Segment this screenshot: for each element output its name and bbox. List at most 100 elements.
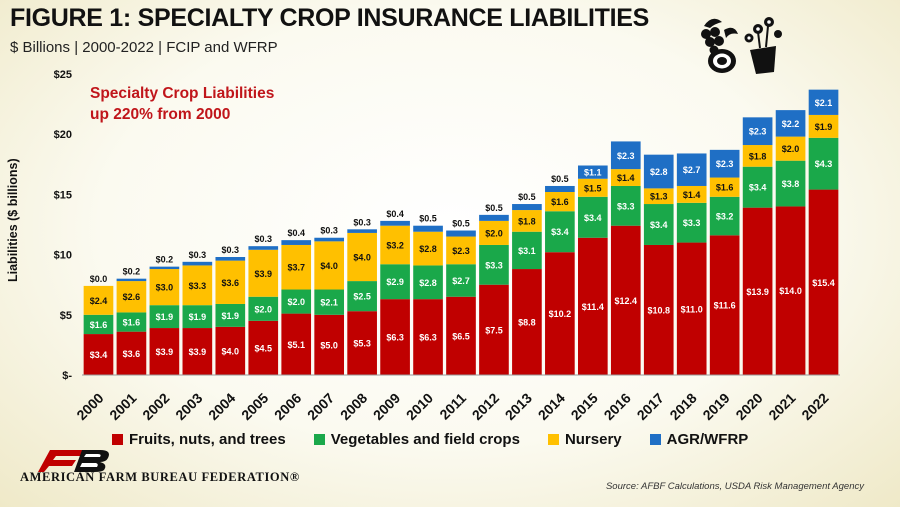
bar-segment [83,285,114,315]
bar-segment [545,252,575,375]
bar-segment [281,313,312,375]
bar-segment [512,204,542,211]
bar-segment [775,206,806,375]
bar-segment [149,269,180,306]
stacked-bar-chart: $- $5 $10 $15 $20 $25 $3.4 $1.6 $2.4 $0.0 2000 $3.6… [54,69,840,423]
data-label: $5.0 [320,340,338,350]
data-label: $1.9 [222,311,240,321]
bar-segment [347,232,377,282]
data-label: $1.9 [815,122,833,132]
bar-segment [347,229,377,233]
x-tick-label: 2018 [666,390,699,423]
afbf-logo [38,450,109,472]
bar-segment [116,278,147,282]
bar-segment [215,303,246,327]
data-label: $6.3 [386,333,404,343]
fruit-vegetable-icon [701,18,738,73]
data-label: $2.3 [716,159,734,169]
data-label: $11.6 [714,301,736,311]
annotation-line-1: Specialty Crop Liabilities [90,85,275,102]
data-label: $2.7 [683,165,701,175]
y-tick-label: $- [62,370,72,382]
data-label: $3.8 [782,179,800,189]
legend-swatch-vegetables [313,434,325,445]
bar-segment [775,160,806,207]
source-note: Source: AFBF Calculations, USDA Risk Man… [605,481,864,492]
afbf-logo-text: AMERICAN FARM BUREAU FEDERATION® [20,470,300,484]
data-label: $3.4 [551,227,569,237]
data-label: $0.5 [551,174,569,184]
x-tick-label: 2016 [601,390,634,423]
x-tick-label: 2020 [732,390,765,423]
bar-segment [808,189,839,375]
legend-label-fruits: Fruits, nuts, and trees [129,431,286,448]
legend-item-agr: AGR/WFRP [649,431,749,448]
chart-title: FIGURE 1: SPECIALTY CROP INSURANCE LIABI… [10,4,650,32]
bar-segment [742,117,773,146]
data-label: $3.9 [189,347,207,357]
data-label: $2.3 [749,127,767,137]
bar-segment [83,334,114,375]
bar-segment [215,257,246,261]
bar-segment [742,166,773,208]
bar-segment [413,299,443,375]
potted-flower-icon [744,17,782,74]
data-label: $2.9 [386,277,404,287]
bar-segment [676,153,707,186]
data-label: $2.5 [353,292,371,302]
bar-segment [709,196,740,236]
data-label: $0.3 [320,226,338,236]
y-tick-label: $25 [54,69,72,81]
data-label: $2.4 [90,296,108,306]
bar-segment [709,149,740,178]
data-label: $3.4 [584,213,602,223]
data-label: $1.8 [518,216,536,226]
data-label: $5.3 [353,339,371,349]
bar-segment [215,260,246,304]
bar-segment [479,284,509,375]
y-tick-label: $20 [54,129,72,141]
data-label: $3.6 [123,349,141,359]
x-tick-label: 2012 [469,390,502,423]
data-label: $14.0 [779,286,802,296]
bar-segment [577,196,608,238]
bar-segment [709,177,740,197]
bar-segment [314,289,345,315]
bar-segment [380,220,410,226]
data-label: $3.2 [386,240,404,250]
bar-segment [215,326,246,375]
bar-segment [413,231,443,266]
afbf-logo-mark [38,450,109,472]
data-label: $2.7 [452,276,470,286]
bar-segment [577,178,608,197]
data-label: $3.3 [617,201,635,211]
bar-segment [182,265,213,306]
bar-segment [643,244,674,375]
legend: Fruits, nuts, and trees Vegetables and f… [112,431,748,448]
data-label: $3.3 [683,218,701,228]
legend-item-fruits: Fruits, nuts, and trees [112,431,286,448]
data-label: $1.4 [683,190,701,200]
data-label: $1.9 [156,312,174,322]
data-label: $11.0 [681,304,703,314]
bar-segment [643,188,674,205]
bar-segment [808,137,839,190]
bar-segment [545,211,575,253]
bar-segment [413,265,443,300]
data-label: $3.2 [716,212,734,222]
data-label: $0.5 [452,219,470,229]
x-tick-label: 2002 [139,390,172,423]
data-label: $1.3 [650,192,668,202]
bar-segment [182,305,213,329]
legend-label-agr: AGR/WFRP [666,431,749,448]
data-label: $2.8 [419,244,437,254]
bar-segment [479,220,509,245]
data-label: $0.3 [222,245,240,255]
bar-segment [643,154,674,189]
data-label: $10.8 [647,305,670,315]
bar-segment [83,314,114,335]
data-label: $2.6 [123,292,141,302]
bar-segment [479,244,509,285]
data-label: $0.0 [90,274,108,284]
bar-segment [676,185,707,203]
